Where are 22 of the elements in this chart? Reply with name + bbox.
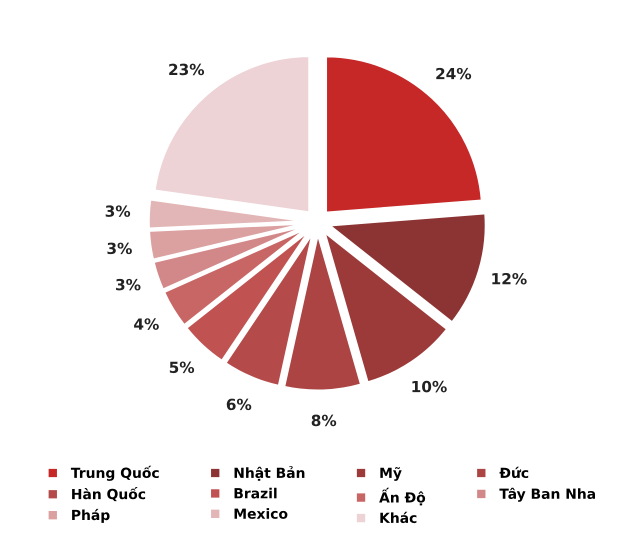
legend-label: Brazil xyxy=(234,488,277,499)
data-label: 3% xyxy=(107,242,132,254)
legend-label: Tây Ban Nha xyxy=(499,488,596,502)
data-label: 24% xyxy=(436,68,472,80)
data-label: 3% xyxy=(116,278,141,290)
data-label: 6% xyxy=(226,398,252,410)
legend-label: Pháp xyxy=(72,508,110,523)
data-label: 3% xyxy=(106,205,130,217)
legend-label: Ấn Độ xyxy=(379,488,426,506)
legend-label: Mexico xyxy=(234,508,288,519)
data-label: 23% xyxy=(169,64,204,76)
legend-label: Đức xyxy=(500,466,528,478)
legend-label: Nhật Bản xyxy=(234,466,304,481)
legend-label: Trung Quốc xyxy=(70,466,159,481)
legend-label: Khác xyxy=(380,512,416,524)
data-label: 4% xyxy=(134,318,159,330)
legend-label: Mỹ xyxy=(380,467,402,481)
legend-label: Hàn Quốc xyxy=(72,486,146,502)
data-label: 5% xyxy=(170,362,194,374)
data-label: 8% xyxy=(312,414,336,426)
data-label: 12% xyxy=(492,272,527,284)
data-label: 10% xyxy=(412,380,447,392)
